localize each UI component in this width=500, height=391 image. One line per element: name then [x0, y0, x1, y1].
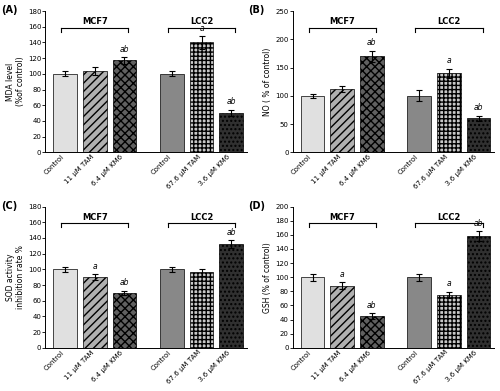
Text: ab: ab	[120, 278, 129, 287]
Bar	[437, 73, 461, 152]
Text: MCF7: MCF7	[330, 17, 355, 26]
Bar	[360, 56, 384, 152]
Text: (B): (B)	[248, 5, 265, 15]
Text: a: a	[446, 56, 452, 65]
Text: ab: ab	[226, 228, 236, 237]
Bar	[54, 74, 77, 152]
Y-axis label: SOD activity
inhibition rate %: SOD activity inhibition rate %	[6, 245, 25, 309]
Bar	[112, 61, 136, 152]
Bar	[220, 244, 243, 348]
Text: ab: ab	[367, 301, 376, 310]
Y-axis label: GSH (% of control): GSH (% of control)	[264, 242, 272, 312]
Text: ab: ab	[120, 45, 129, 54]
Text: a: a	[92, 262, 97, 271]
Bar	[437, 295, 461, 348]
Y-axis label: NO ( % of control): NO ( % of control)	[264, 47, 272, 116]
Bar	[330, 286, 354, 348]
Text: MCF7: MCF7	[330, 213, 355, 222]
Bar	[300, 96, 324, 152]
Text: (C): (C)	[1, 201, 18, 211]
Text: ab: ab	[474, 103, 484, 112]
Bar	[83, 71, 106, 152]
Bar	[83, 277, 106, 348]
Text: MCF7: MCF7	[82, 17, 108, 26]
Bar	[360, 316, 384, 348]
Y-axis label: MDA level
(%of control): MDA level (%of control)	[6, 57, 25, 106]
Bar	[467, 236, 490, 348]
Text: (D): (D)	[248, 201, 266, 211]
Bar	[160, 269, 184, 348]
Bar	[408, 96, 431, 152]
Text: LCC2: LCC2	[190, 213, 214, 222]
Bar	[112, 293, 136, 348]
Bar	[330, 89, 354, 152]
Text: a: a	[340, 269, 344, 278]
Bar	[220, 113, 243, 152]
Text: LCC2: LCC2	[190, 17, 214, 26]
Text: ab: ab	[367, 38, 376, 47]
Bar	[408, 277, 431, 348]
Bar	[190, 43, 214, 152]
Text: LCC2: LCC2	[438, 213, 460, 222]
Text: ab: ab	[474, 219, 484, 228]
Text: (A): (A)	[1, 5, 18, 15]
Text: LCC2: LCC2	[438, 17, 460, 26]
Bar	[190, 273, 214, 348]
Text: a: a	[446, 280, 452, 289]
Bar	[160, 74, 184, 152]
Text: a: a	[200, 23, 204, 32]
Bar	[467, 118, 490, 152]
Text: ab: ab	[226, 97, 236, 106]
Bar	[54, 269, 77, 348]
Text: MCF7: MCF7	[82, 213, 108, 222]
Bar	[300, 277, 324, 348]
